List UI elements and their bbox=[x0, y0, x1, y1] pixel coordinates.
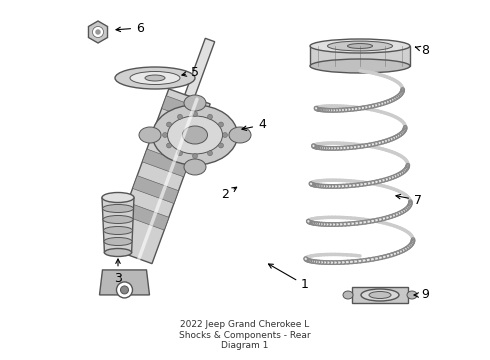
Ellipse shape bbox=[310, 39, 410, 53]
Ellipse shape bbox=[152, 105, 238, 165]
Text: 9: 9 bbox=[414, 288, 429, 302]
Ellipse shape bbox=[407, 291, 417, 299]
Circle shape bbox=[193, 112, 197, 117]
Circle shape bbox=[95, 29, 101, 35]
Ellipse shape bbox=[184, 159, 206, 175]
Ellipse shape bbox=[102, 193, 134, 202]
Polygon shape bbox=[185, 38, 215, 98]
Circle shape bbox=[193, 153, 197, 158]
Ellipse shape bbox=[361, 289, 399, 301]
Polygon shape bbox=[142, 149, 188, 177]
Ellipse shape bbox=[168, 116, 222, 154]
Ellipse shape bbox=[347, 44, 372, 49]
Polygon shape bbox=[310, 46, 410, 66]
Polygon shape bbox=[99, 270, 149, 295]
Ellipse shape bbox=[104, 238, 132, 246]
Polygon shape bbox=[123, 202, 169, 230]
Circle shape bbox=[222, 132, 227, 138]
Ellipse shape bbox=[139, 127, 161, 143]
Circle shape bbox=[121, 286, 128, 294]
Ellipse shape bbox=[343, 291, 353, 299]
Ellipse shape bbox=[102, 204, 133, 212]
Circle shape bbox=[219, 122, 223, 127]
Circle shape bbox=[207, 151, 213, 156]
Circle shape bbox=[93, 27, 103, 37]
Circle shape bbox=[177, 151, 182, 156]
Text: 4: 4 bbox=[242, 118, 266, 131]
Circle shape bbox=[207, 114, 213, 119]
Text: 6: 6 bbox=[116, 22, 144, 35]
Circle shape bbox=[177, 114, 182, 119]
Ellipse shape bbox=[310, 59, 410, 73]
Circle shape bbox=[167, 122, 172, 127]
Ellipse shape bbox=[103, 216, 133, 224]
Polygon shape bbox=[89, 21, 107, 43]
Polygon shape bbox=[133, 176, 178, 203]
Text: 7: 7 bbox=[396, 194, 422, 207]
Text: 8: 8 bbox=[416, 44, 429, 57]
Ellipse shape bbox=[327, 41, 392, 51]
Ellipse shape bbox=[184, 95, 206, 111]
Text: 2022 Jeep Grand Cherokee L
Shocks & Components - Rear
Diagram 1: 2022 Jeep Grand Cherokee L Shocks & Comp… bbox=[179, 320, 311, 350]
Ellipse shape bbox=[130, 72, 180, 85]
Circle shape bbox=[219, 143, 223, 148]
Text: 3: 3 bbox=[114, 259, 122, 284]
Ellipse shape bbox=[145, 75, 165, 81]
Polygon shape bbox=[162, 96, 208, 123]
Ellipse shape bbox=[182, 126, 207, 144]
Ellipse shape bbox=[369, 292, 391, 298]
Ellipse shape bbox=[229, 127, 251, 143]
Circle shape bbox=[117, 282, 132, 298]
Text: 2: 2 bbox=[221, 187, 237, 202]
Ellipse shape bbox=[103, 226, 133, 234]
Text: 5: 5 bbox=[182, 66, 199, 78]
Ellipse shape bbox=[115, 67, 195, 89]
Ellipse shape bbox=[104, 248, 132, 256]
Polygon shape bbox=[352, 287, 408, 303]
Polygon shape bbox=[111, 89, 210, 264]
Circle shape bbox=[163, 132, 168, 138]
Polygon shape bbox=[102, 198, 134, 252]
Polygon shape bbox=[152, 122, 198, 150]
Text: 1: 1 bbox=[269, 264, 309, 292]
Circle shape bbox=[167, 143, 172, 148]
